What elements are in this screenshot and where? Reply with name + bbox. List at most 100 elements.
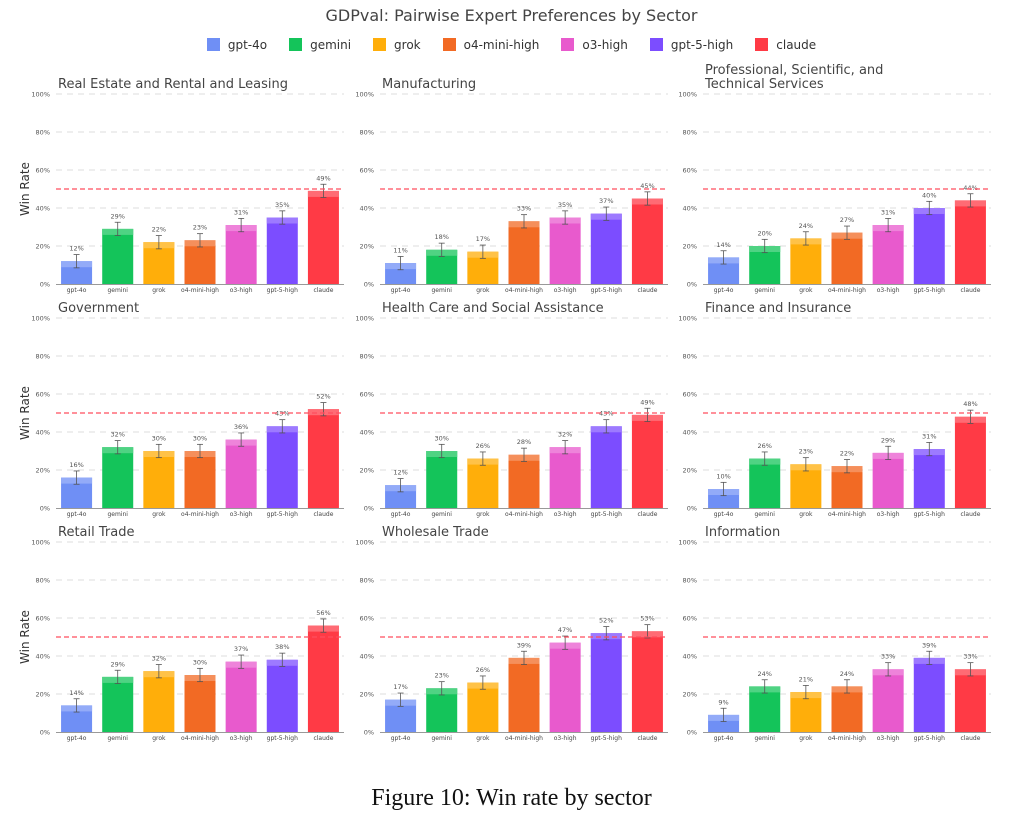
x-tick-label: gemini (107, 287, 128, 294)
data-label: 53% (640, 615, 654, 623)
y-tick-label: 60% (36, 167, 50, 175)
data-label: 32% (152, 655, 166, 663)
y-tick-label: 80% (360, 129, 374, 137)
x-tick-label: gemini (754, 735, 775, 742)
data-label: 33% (963, 653, 977, 661)
data-label: 30% (193, 434, 207, 442)
data-label: 26% (476, 666, 490, 674)
legend-item-gpt-5-high: gpt-5-high (649, 37, 734, 52)
x-tick-label: grok (152, 287, 166, 294)
y-tick-label: 0% (364, 729, 374, 737)
data-label: 29% (881, 436, 895, 444)
data-label: 32% (558, 431, 572, 439)
y-tick-label: 0% (364, 505, 374, 513)
bar-o4-mini-high (508, 221, 540, 284)
data-label: 37% (234, 645, 248, 653)
y-tick-label: 60% (683, 391, 697, 399)
bar-gpt-5-high (266, 659, 298, 732)
y-tick-label: 20% (683, 467, 697, 475)
data-label: 47% (558, 626, 572, 634)
x-tick-label: gemini (754, 511, 775, 518)
data-label: 40% (922, 191, 936, 199)
bar-claude (631, 198, 663, 284)
bar-claude (954, 669, 986, 732)
y-tick-label: 40% (360, 205, 374, 213)
panel-title: Finance and Insurance (705, 301, 851, 316)
panel-title: Government (58, 301, 139, 316)
x-tick-label: grok (476, 511, 490, 518)
x-tick-label: gpt-5-high (267, 511, 298, 518)
y-tick-label: 0% (364, 281, 374, 289)
data-label: 23% (193, 224, 207, 232)
bar-gemini (102, 228, 134, 284)
bar-o4-mini-high (831, 686, 863, 732)
y-tick-label: 80% (683, 577, 697, 585)
panel-title: Real Estate and Rental and Leasing (58, 77, 288, 92)
bar-gpt-5-high (266, 426, 298, 508)
bar-gemini (426, 451, 458, 508)
y-tick-label: 80% (683, 353, 697, 361)
y-tick-label: 0% (40, 281, 50, 289)
data-label: 49% (640, 398, 654, 406)
x-tick-label: gemini (431, 735, 452, 742)
legend-label: gpt-5-high (670, 37, 734, 52)
data-label: 33% (517, 205, 531, 213)
legend-item-o3-high: o3-high (561, 37, 628, 52)
bar-claude (307, 409, 339, 508)
data-label: 28% (517, 438, 531, 446)
bar-o4-mini-high (831, 232, 863, 284)
x-tick-label: grok (476, 287, 490, 294)
bar-claude (954, 200, 986, 284)
x-tick-label: o4-mini-high (828, 287, 866, 294)
data-label: 52% (316, 393, 330, 401)
y-tick-label: 60% (683, 167, 697, 175)
legend-swatch (442, 37, 456, 51)
x-tick-label: gpt-5-high (267, 287, 298, 294)
x-tick-label: gemini (431, 287, 452, 294)
y-tick-label: 60% (36, 615, 50, 623)
x-tick-label: gpt-5-high (267, 735, 298, 742)
y-tick-label: 20% (360, 691, 374, 699)
figure-title: GDPval: Pairwise Expert Preferences by S… (325, 6, 698, 25)
bar-grok (143, 451, 175, 508)
bar-o3-high (549, 642, 581, 732)
data-label: 32% (110, 431, 124, 439)
data-label: 14% (69, 689, 83, 697)
data-label: 17% (393, 683, 407, 691)
y-tick-label: 40% (683, 429, 697, 437)
y-tick-label: 60% (360, 167, 374, 175)
data-label: 45% (640, 182, 654, 190)
bar-claude (631, 414, 663, 508)
x-tick-label: claude (637, 735, 657, 742)
legend-label: claude (776, 37, 817, 52)
x-tick-label: gpt-5-high (914, 735, 945, 742)
y-tick-label: 20% (36, 467, 50, 475)
x-tick-label: gpt-4o (67, 287, 87, 294)
legend-label: o3-high (582, 37, 628, 52)
bar-claude (307, 190, 339, 284)
panel-3: 0% 20% 40% 60% 80% 100% Government Win Rate 16% g… (18, 301, 344, 518)
legend-item-grok: grok (373, 37, 421, 52)
bar-gemini (102, 447, 134, 508)
x-tick-label: grok (799, 287, 813, 294)
bar-o3-high (872, 452, 904, 508)
y-tick-label: 20% (683, 691, 697, 699)
data-label: 30% (434, 434, 448, 442)
bar-gemini (749, 458, 781, 508)
x-tick-label: o3-high (554, 287, 577, 294)
y-tick-label: 20% (683, 243, 697, 251)
x-tick-label: grok (799, 511, 813, 518)
legend: gpt-4o gemini grok o4-mini-high o3-high gpt-5… (0, 37, 1023, 52)
y-tick-label: 0% (40, 505, 50, 513)
y-tick-label: 40% (36, 205, 50, 213)
legend-swatch (373, 37, 387, 51)
y-tick-label: 100% (31, 539, 50, 547)
y-tick-label: 40% (683, 653, 697, 661)
x-tick-label: claude (313, 511, 333, 518)
x-tick-label: gemini (107, 735, 128, 742)
bar-claude (954, 416, 986, 508)
bar-gpt-5-high (913, 208, 945, 284)
bar-gpt-5-high (590, 426, 622, 508)
panel-7: 0% 20% 40% 60% 80% 100% Wholesale Trade 17% gpt-… (355, 525, 668, 742)
legend-item-gemini: gemini (289, 37, 351, 52)
